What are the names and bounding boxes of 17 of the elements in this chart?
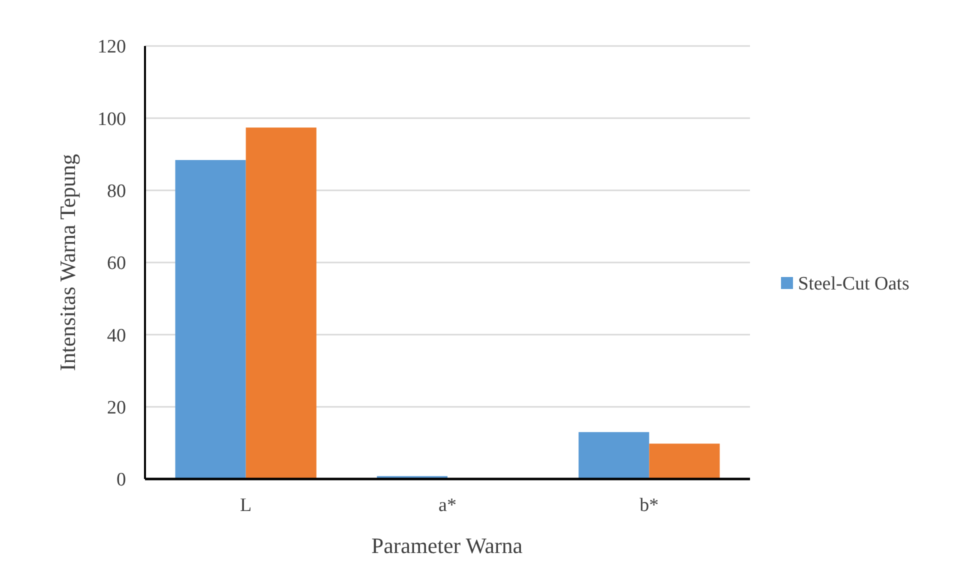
x-axis-title: Parameter Warna <box>371 533 523 558</box>
x-tick-label: L <box>240 495 252 516</box>
legend-label: Steel-Cut Oats <box>798 274 910 295</box>
x-tick-label: a* <box>438 495 456 516</box>
y-tick-label: 40 <box>107 325 126 346</box>
bar <box>578 432 650 479</box>
bar <box>175 160 246 479</box>
y-tick-label: 80 <box>107 180 126 202</box>
x-tick-label: b* <box>640 495 659 516</box>
bar <box>246 128 316 479</box>
y-axis-title: Intensitas Warna Tepung <box>55 154 80 372</box>
bar <box>649 444 720 479</box>
y-tick-label: 20 <box>107 397 126 418</box>
y-tick-label: 60 <box>107 253 126 274</box>
y-tick-label: 100 <box>98 108 126 130</box>
y-tick-label: 120 <box>98 36 126 58</box>
y-tick-label: 0 <box>116 470 126 491</box>
